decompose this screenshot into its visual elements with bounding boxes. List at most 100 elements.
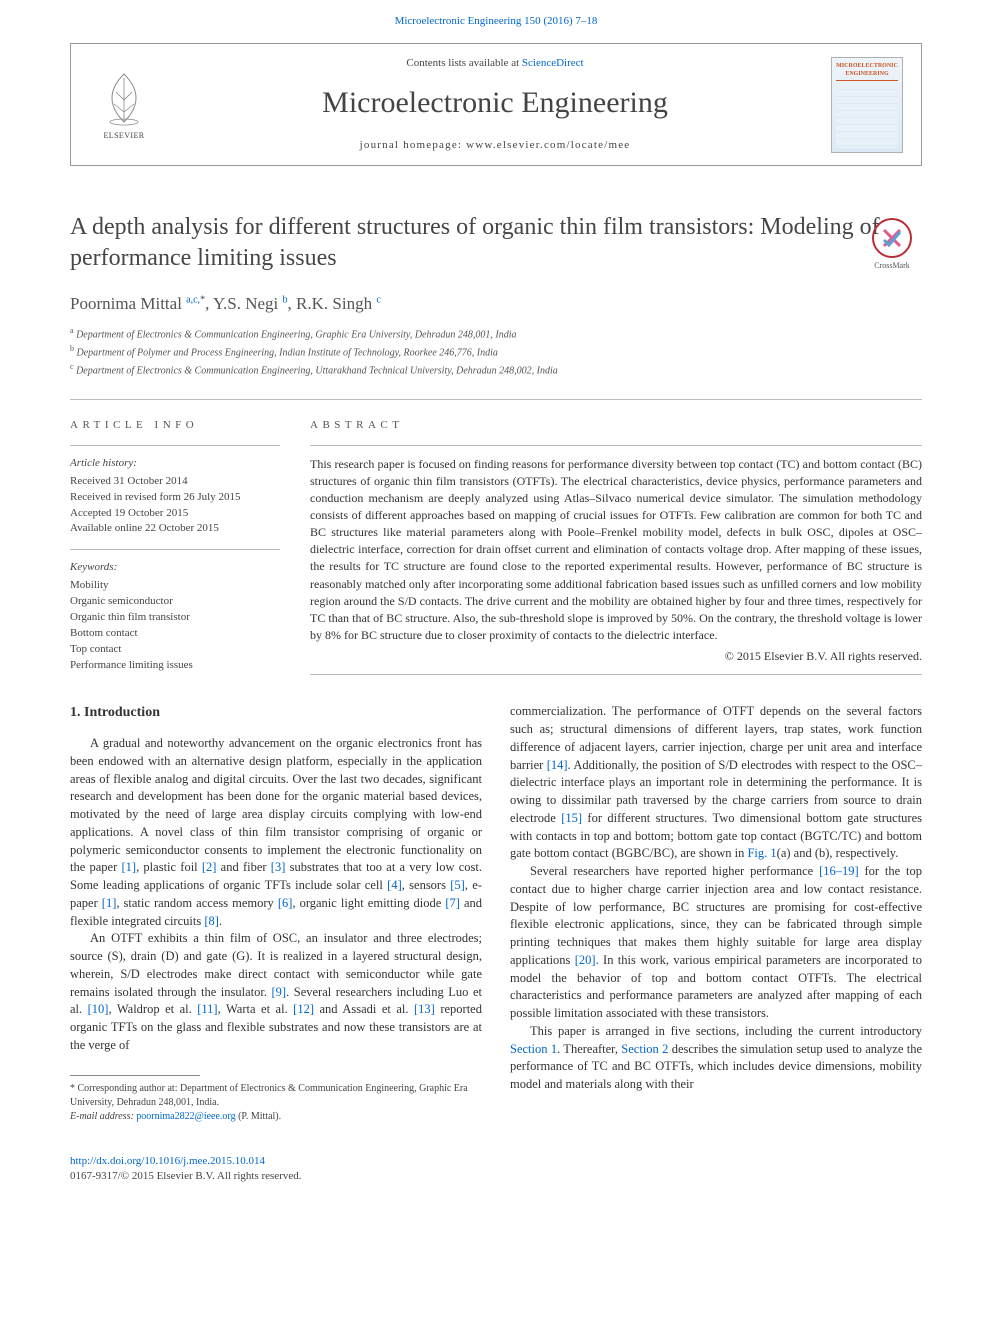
keyword: Mobility xyxy=(70,578,280,594)
author-list: Poornima Mittal a,c,*, Y.S. Negi b, R.K.… xyxy=(70,292,922,316)
page-footer: http://dx.doi.org/10.1016/j.mee.2015.10.… xyxy=(70,1154,922,1185)
author-sep: , xyxy=(205,294,213,313)
email-suffix: (P. Mittal). xyxy=(236,1111,282,1122)
journal-homepage-line: journal homepage: www.elsevier.com/locat… xyxy=(159,138,831,153)
info-divider xyxy=(70,549,280,550)
affiliation-line: c Department of Electronics & Communicat… xyxy=(70,361,922,379)
author-name: Poornima Mittal xyxy=(70,294,182,313)
citation-link[interactable]: [2] xyxy=(202,860,217,874)
history-accepted: Accepted 19 October 2015 xyxy=(70,506,280,522)
journal-name: Microelectronic Engineering xyxy=(159,82,831,124)
crossmark-circle-icon xyxy=(872,218,912,258)
header-center: Contents lists available at ScienceDirec… xyxy=(159,56,831,153)
section-link[interactable]: Section 2 xyxy=(621,1042,668,1056)
keyword: Bottom contact xyxy=(70,626,280,642)
citation-link[interactable]: [1] xyxy=(102,896,117,910)
elsevier-logo: ELSEVIER xyxy=(89,65,159,145)
history-received: Received 31 October 2014 xyxy=(70,474,280,490)
abstract-heading: ABSTRACT xyxy=(310,418,922,433)
info-abstract-row: ARTICLE INFO Article history: Received 3… xyxy=(70,400,922,676)
crossmark-badge[interactable]: CrossMark xyxy=(862,218,922,278)
article-info-heading: ARTICLE INFO xyxy=(70,418,280,433)
elsevier-tree-icon xyxy=(94,68,154,128)
corresponding-footnote: * Corresponding author at: Department of… xyxy=(70,1082,482,1110)
citation-link[interactable]: [12] xyxy=(293,1002,314,1016)
email-footnote: E-mail address: poornima2822@ieee.org (P… xyxy=(70,1110,482,1124)
keyword: Organic semiconductor xyxy=(70,594,280,610)
article-info-column: ARTICLE INFO Article history: Received 3… xyxy=(70,400,280,676)
email-link[interactable]: poornima2822@ieee.org xyxy=(136,1111,235,1122)
journal-cover-thumb: MICROELECTRONIC ENGINEERING xyxy=(831,57,903,153)
article-title: A depth analysis for different structure… xyxy=(70,212,922,273)
crossmark-inner-icon xyxy=(880,226,904,250)
author-sep: , xyxy=(288,294,297,313)
history-revised: Received in revised form 26 July 2015 xyxy=(70,490,280,506)
right-column: commercialization. The performance of OT… xyxy=(510,703,922,1123)
contents-prefix: Contents lists available at xyxy=(406,57,521,69)
history-online: Available online 22 October 2015 xyxy=(70,521,280,537)
keyword: Organic thin film transistor xyxy=(70,610,280,626)
citation-link[interactable]: [16–19] xyxy=(819,864,859,878)
citation-link[interactable]: [14] xyxy=(547,758,568,772)
affiliation-line: a Department of Electronics & Communicat… xyxy=(70,325,922,343)
affiliation-line: b Department of Polymer and Process Engi… xyxy=(70,343,922,361)
citation-link[interactable]: [9] xyxy=(272,985,287,999)
history-heading: Article history: xyxy=(70,456,280,471)
aff-text: Department of Electronics & Communicatio… xyxy=(74,365,558,376)
citation-link[interactable]: [15] xyxy=(561,811,582,825)
citation-link[interactable]: [5] xyxy=(450,878,465,892)
section-link[interactable]: Section 1 xyxy=(510,1042,557,1056)
info-divider xyxy=(70,445,280,446)
author-name: R.K. Singh xyxy=(296,294,372,313)
citation-link[interactable]: [10] xyxy=(88,1002,109,1016)
sciencedirect-link[interactable]: ScienceDirect xyxy=(522,57,584,69)
body-paragraph: This paper is arranged in five sections,… xyxy=(510,1023,922,1094)
cover-thumb-title: MICROELECTRONIC ENGINEERING xyxy=(836,62,898,81)
top-citation-link[interactable]: Microelectronic Engineering 150 (2016) 7… xyxy=(395,15,598,27)
citation-link[interactable]: [13] xyxy=(414,1002,435,1016)
body-paragraph: Several researchers have reported higher… xyxy=(510,863,922,1023)
cover-thumb-body xyxy=(836,83,898,148)
top-citation-bar: Microelectronic Engineering 150 (2016) 7… xyxy=(0,0,992,35)
homepage-url: www.elsevier.com/locate/mee xyxy=(466,139,630,151)
figure-link[interactable]: Fig. 1 xyxy=(747,846,776,860)
body-paragraph: A gradual and noteworthy advancement on … xyxy=(70,735,482,930)
keywords-block: Keywords: Mobility Organic semiconductor… xyxy=(70,560,280,673)
footnote-separator xyxy=(70,1075,200,1076)
citation-link[interactable]: [20] xyxy=(575,953,596,967)
crossmark-label: CrossMark xyxy=(874,260,910,271)
issn-copyright: 0167-9317/© 2015 Elsevier B.V. All right… xyxy=(70,1169,922,1184)
title-block: A depth analysis for different structure… xyxy=(70,212,922,273)
keyword: Top contact xyxy=(70,642,280,658)
abstract-copyright: © 2015 Elsevier B.V. All rights reserved… xyxy=(310,648,922,665)
citation-link[interactable]: [8] xyxy=(204,914,219,928)
keywords-heading: Keywords: xyxy=(70,560,280,575)
author-aff-sup: a,c, xyxy=(186,294,200,305)
elsevier-label: ELSEVIER xyxy=(104,130,145,141)
abstract-column: ABSTRACT This research paper is focused … xyxy=(310,400,922,676)
body-columns: 1. Introduction A gradual and noteworthy… xyxy=(70,703,922,1123)
author-aff-sup: c xyxy=(376,294,380,305)
journal-header-box: ELSEVIER Contents lists available at Sci… xyxy=(70,43,922,166)
author-name: Y.S. Negi xyxy=(213,294,278,313)
citation-link[interactable]: [3] xyxy=(271,860,286,874)
citation-link[interactable]: [7] xyxy=(445,896,460,910)
body-paragraph: commercialization. The performance of OT… xyxy=(510,703,922,863)
aff-text: Department of Electronics & Communicatio… xyxy=(74,330,517,341)
keyword: Performance limiting issues xyxy=(70,658,280,674)
aff-text: Department of Polymer and Process Engine… xyxy=(74,348,498,359)
affiliation-list: a Department of Electronics & Communicat… xyxy=(70,325,922,378)
abstract-divider xyxy=(310,445,922,446)
citation-link[interactable]: [1] xyxy=(122,860,137,874)
abstract-text: This research paper is focused on findin… xyxy=(310,456,922,643)
contents-line: Contents lists available at ScienceDirec… xyxy=(159,56,831,71)
body-paragraph: An OTFT exhibits a thin film of OSC, an … xyxy=(70,930,482,1054)
email-label: E-mail address: xyxy=(70,1111,136,1122)
homepage-prefix: journal homepage: xyxy=(360,139,467,151)
citation-link[interactable]: [4] xyxy=(387,878,402,892)
citation-link[interactable]: [11] xyxy=(197,1002,217,1016)
footnote-text: Corresponding author at: Department of E… xyxy=(70,1083,468,1108)
doi-link[interactable]: http://dx.doi.org/10.1016/j.mee.2015.10.… xyxy=(70,1155,265,1167)
section-heading-intro: 1. Introduction xyxy=(70,703,482,723)
citation-link[interactable]: [6] xyxy=(278,896,293,910)
